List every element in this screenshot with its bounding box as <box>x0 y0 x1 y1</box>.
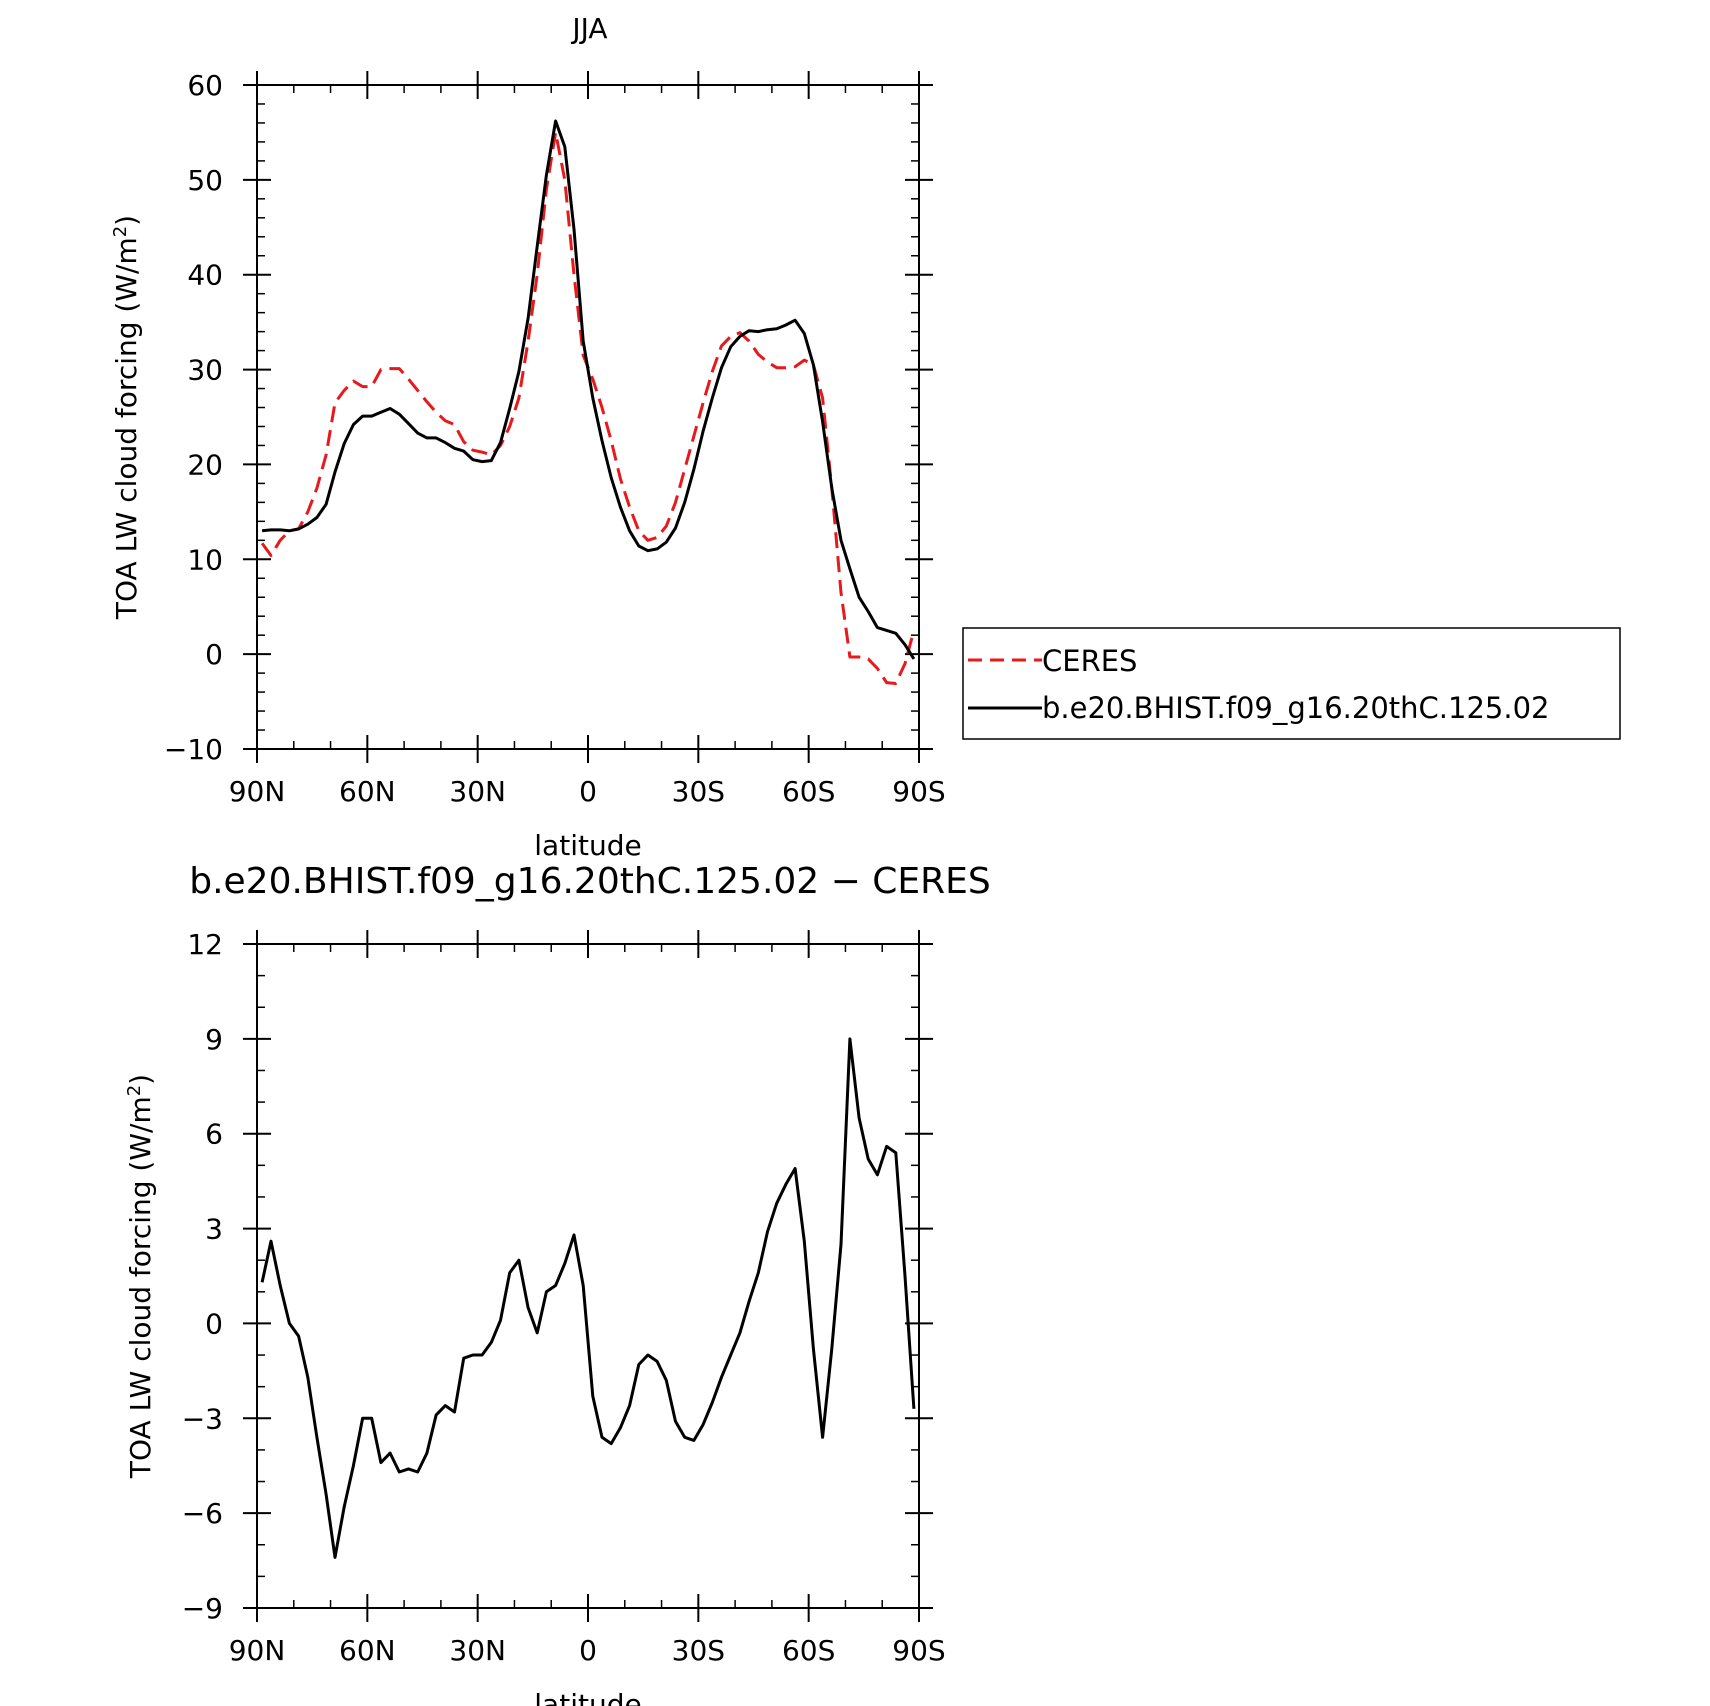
bottom-x-axis-label: latitude <box>534 1688 641 1706</box>
x-tick-label: 60S <box>782 775 835 808</box>
y-tick-label: 10 <box>187 543 223 576</box>
legend-ceres-label: CERES <box>1042 644 1137 678</box>
y-tick-label: 0 <box>205 1307 223 1340</box>
legend-model-label: b.e20.BHIST.f09_g16.20thC.125.02 <box>1042 691 1549 725</box>
bottom-plot-frame <box>256 943 920 1609</box>
top-y-axis-label: TOA LW cloud forcing (W/m2) <box>110 215 143 620</box>
x-tick-label: 60N <box>339 775 396 808</box>
bottom-y-axis-label: TOA LW cloud forcing (W/m2) <box>124 1074 157 1479</box>
x-tick-label: 30S <box>672 775 725 808</box>
y-tick-label: −9 <box>182 1592 223 1625</box>
top-plot-frame <box>256 84 920 750</box>
x-tick-label: 90S <box>892 1634 945 1667</box>
y-tick-label: 9 <box>205 1023 223 1056</box>
model-series-line <box>261 119 916 660</box>
bottom-panel-title: b.e20.BHIST.f09_g16.20thC.125.02 − CERES <box>189 861 991 902</box>
x-tick-label: 0 <box>579 1634 597 1667</box>
x-tick-label: 90N <box>229 1634 286 1667</box>
y-tick-label: −3 <box>182 1402 223 1435</box>
x-tick-label: 90S <box>892 775 945 808</box>
legend: CERES b.e20.BHIST.f09_g16.20thC.125.02 <box>962 627 1621 740</box>
x-tick-label: 30S <box>672 1634 725 1667</box>
y-tick-label: −6 <box>182 1497 223 1530</box>
y-tick-label: 30 <box>187 354 223 387</box>
x-tick-label: 60S <box>782 1634 835 1667</box>
difference-series-line <box>260 1037 916 1559</box>
x-tick-label: 60N <box>339 1634 396 1667</box>
y-tick-label: 40 <box>187 259 223 292</box>
x-tick-label: 90N <box>229 775 286 808</box>
x-tick-label: 0 <box>579 775 597 808</box>
bottom-panel: b.e20.BHIST.f09_g16.20thC.125.02 − CERES… <box>124 861 991 1706</box>
top-x-axis-label: latitude <box>534 829 641 862</box>
y-tick-label: 0 <box>205 638 223 671</box>
y-tick-label: 6 <box>205 1118 223 1151</box>
y-tick-label: 3 <box>205 1213 223 1246</box>
x-tick-label: 30N <box>449 1634 506 1667</box>
ceres-series-line <box>260 130 916 685</box>
y-tick-label: 20 <box>187 448 223 481</box>
top-panel-title: JJA <box>570 12 607 45</box>
y-tick-label: −10 <box>164 733 223 766</box>
top-panel: JJA 90N 60N 30N 0 30S 60S 90S−100102030405060 … <box>110 12 1621 862</box>
y-tick-label: 12 <box>187 928 223 961</box>
x-tick-label: 30N <box>449 775 506 808</box>
legend-box <box>962 627 1621 740</box>
y-tick-label: 50 <box>187 164 223 197</box>
y-tick-label: 60 <box>187 69 223 102</box>
